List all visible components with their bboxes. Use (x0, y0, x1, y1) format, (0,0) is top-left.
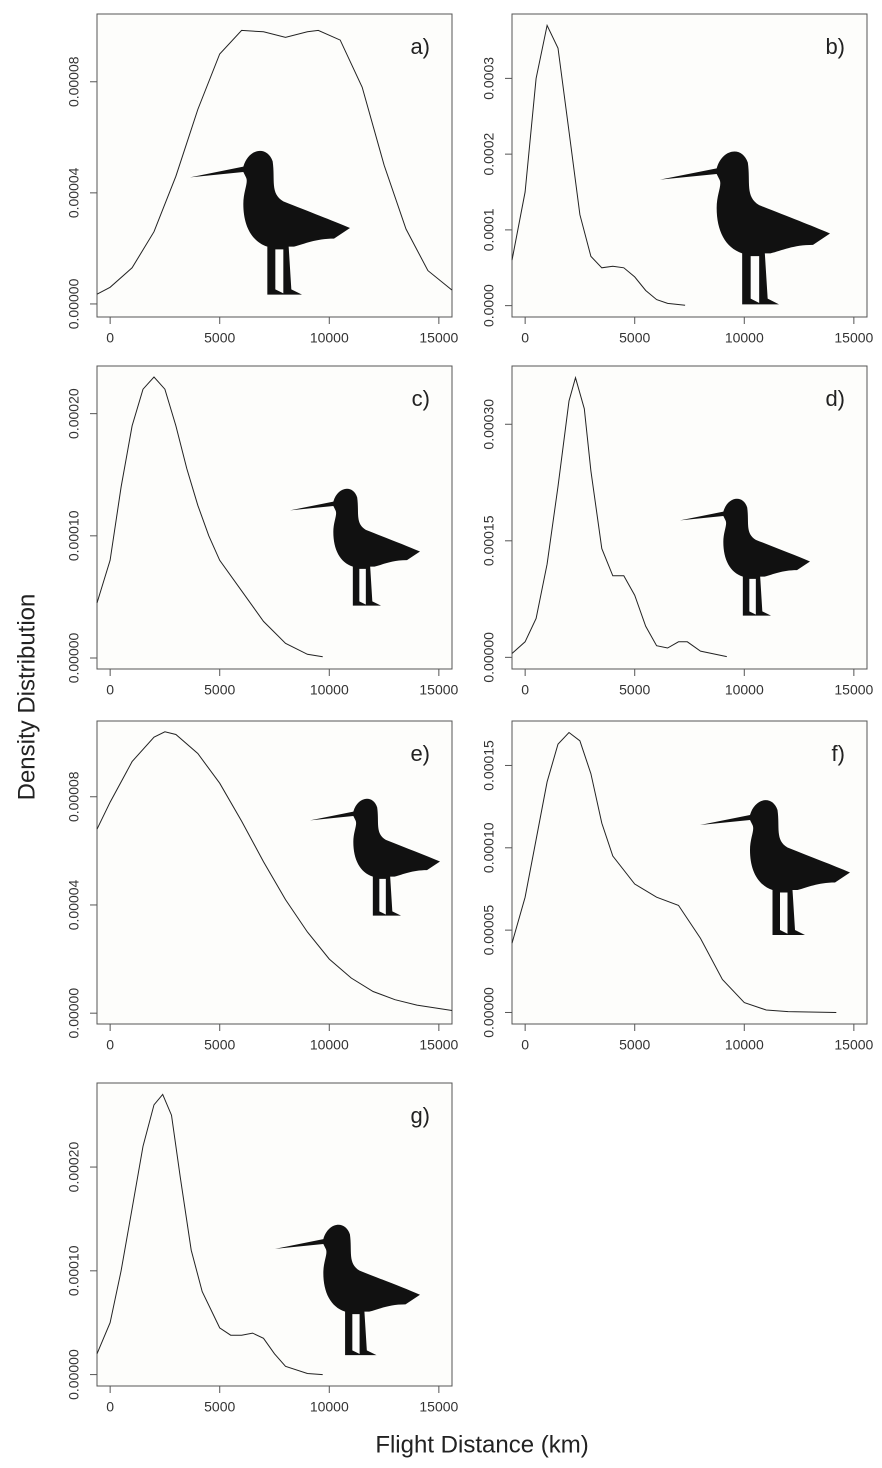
density-line (511, 375, 727, 658)
density-line (511, 23, 686, 306)
x-tick-label: 10000 (310, 1037, 349, 1053)
x-tick-label: 0 (106, 1037, 114, 1053)
panel-label: a) (410, 34, 430, 59)
y-tick-label: 0.00000 (66, 1349, 82, 1400)
y-tick-label: 0.00010 (481, 822, 497, 873)
x-tick-label: 15000 (834, 330, 873, 346)
x-tick-label: 5000 (204, 1399, 235, 1415)
y-tick-label: 0.00000 (66, 988, 82, 1039)
y-tick-label: 0.0000 (481, 284, 497, 327)
x-tick-label: 10000 (310, 682, 349, 698)
y-tick-label: 0.00000 (481, 987, 497, 1038)
y-tick-label: 0.00010 (66, 510, 82, 561)
panel-label: d) (825, 386, 845, 411)
x-tick-label: 0 (106, 682, 114, 698)
x-tick-label: 5000 (204, 682, 235, 698)
panel-label: e) (410, 741, 430, 766)
x-tick-label: 5000 (619, 1037, 650, 1053)
x-tick-label: 5000 (204, 330, 235, 346)
x-axis-title: Flight Distance (km) (375, 1431, 588, 1458)
x-tick-label: 5000 (619, 330, 650, 346)
y-tick-label: 0.00005 (481, 905, 497, 956)
x-tick-label: 0 (106, 330, 114, 346)
panel-label: g) (410, 1103, 430, 1128)
x-tick-label: 5000 (204, 1037, 235, 1053)
x-tick-label: 15000 (834, 1037, 873, 1053)
y-tick-label: 0.00000 (481, 632, 497, 683)
y-tick-label: 0.00030 (481, 399, 497, 450)
y-tick-label: 0.00008 (66, 771, 82, 822)
y-tick-label: 0.00000 (66, 632, 82, 683)
y-tick-label: 0.00010 (66, 1245, 82, 1296)
plot-frame (96, 1082, 453, 1387)
panel-label: b) (825, 34, 845, 59)
x-tick-label: 15000 (834, 682, 873, 698)
panel-label: f) (832, 741, 845, 766)
x-tick-label: 15000 (419, 1399, 458, 1415)
y-tick-label: 0.0002 (481, 133, 497, 176)
y-tick-label: 0.00004 (66, 879, 82, 930)
x-tick-label: 10000 (310, 330, 349, 346)
x-tick-label: 10000 (725, 330, 764, 346)
x-tick-label: 0 (521, 682, 529, 698)
density-line (511, 731, 837, 1013)
x-tick-label: 15000 (419, 682, 458, 698)
x-tick-label: 0 (521, 1037, 529, 1053)
x-tick-label: 5000 (619, 682, 650, 698)
y-tick-label: 0.00004 (66, 167, 82, 218)
density-line (96, 29, 453, 295)
plot-frame (96, 365, 453, 670)
y-tick-label: 0.00000 (66, 278, 82, 329)
y-tick-label: 0.00015 (481, 740, 497, 791)
density-line (96, 1093, 323, 1376)
x-tick-label: 0 (106, 1399, 114, 1415)
y-tick-label: 0.00020 (66, 388, 82, 439)
y-tick-label: 0.0001 (481, 208, 497, 251)
x-tick-label: 10000 (725, 682, 764, 698)
y-tick-label: 0.00008 (66, 56, 82, 107)
plot-frame (511, 13, 868, 318)
x-tick-label: 15000 (419, 1037, 458, 1053)
y-tick-label: 0.00015 (481, 515, 497, 566)
x-tick-label: 0 (521, 330, 529, 346)
density-line (96, 731, 453, 1011)
x-tick-label: 15000 (419, 330, 458, 346)
x-tick-label: 10000 (310, 1399, 349, 1415)
y-tick-label: 0.00020 (66, 1142, 82, 1193)
x-tick-label: 10000 (725, 1037, 764, 1053)
y-axis-title: Density Distribution (13, 594, 40, 801)
panel-label: c) (412, 386, 430, 411)
y-tick-label: 0.0003 (481, 57, 497, 100)
plot-frame (511, 365, 868, 670)
density-line (96, 376, 323, 658)
